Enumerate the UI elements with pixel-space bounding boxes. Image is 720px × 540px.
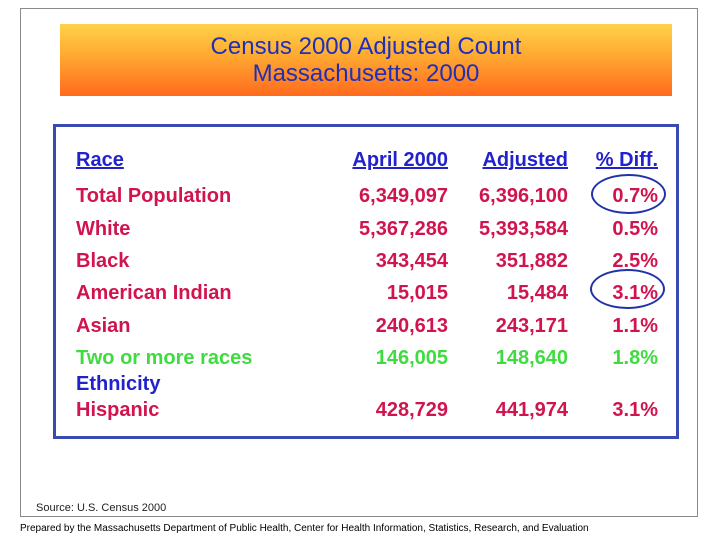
source-note: Source: U.S. Census 2000 [36, 502, 167, 514]
row-adjusted: 15,484 [506, 282, 568, 304]
row-april: 15,015 [386, 282, 448, 304]
row-label: Asian [76, 315, 131, 337]
header-april: April 2000 [352, 149, 448, 171]
row-label: American Indian [76, 282, 232, 304]
row-april: 146,005 [375, 347, 448, 369]
row-diff: 2.5% [612, 250, 658, 272]
row-adjusted: 243,171 [495, 315, 568, 337]
row-diff: 0.5% [612, 218, 658, 240]
row-diff: 1.1% [612, 315, 658, 337]
footer-credit: Prepared by the Massachusetts Department… [20, 523, 589, 534]
row-label: Two or more races [76, 347, 253, 369]
title-banner: Census 2000 Adjusted Count Massachusetts… [60, 24, 672, 96]
row-april: 428,729 [375, 399, 448, 421]
row-april: 6,349,097 [359, 185, 448, 207]
header-diff: % Diff. [595, 149, 658, 171]
highlight-circle-american-indian [590, 269, 665, 309]
row-label: White [76, 218, 131, 240]
row-april: 5,367,286 [359, 218, 448, 240]
row-label: Total Population [76, 185, 232, 207]
row-adjusted: 441,974 [495, 399, 568, 421]
title-line-1: Census 2000 Adjusted Count [210, 33, 522, 60]
row-diff: 3.1% [612, 399, 658, 421]
header-race: Race [76, 149, 124, 171]
highlight-circle-total [591, 174, 666, 214]
header-adjusted: Adjusted [482, 149, 568, 171]
census-table: Race April 2000 Adjusted % Diff. Total P… [53, 124, 679, 439]
row-label: Black [76, 250, 130, 272]
row-adjusted: 5,393,584 [479, 218, 568, 240]
row-april: 343,454 [375, 250, 448, 272]
row-adjusted: 351,882 [495, 250, 568, 272]
section-ethnicity: Ethnicity [76, 373, 161, 395]
row-april: 240,613 [375, 315, 448, 337]
row-label: Hispanic [76, 399, 160, 421]
row-diff: 1.8% [612, 347, 658, 369]
row-adjusted: 148,640 [495, 347, 568, 369]
title-line-2: Massachusetts: 2000 [252, 60, 480, 87]
row-adjusted: 6,396,100 [479, 185, 568, 207]
